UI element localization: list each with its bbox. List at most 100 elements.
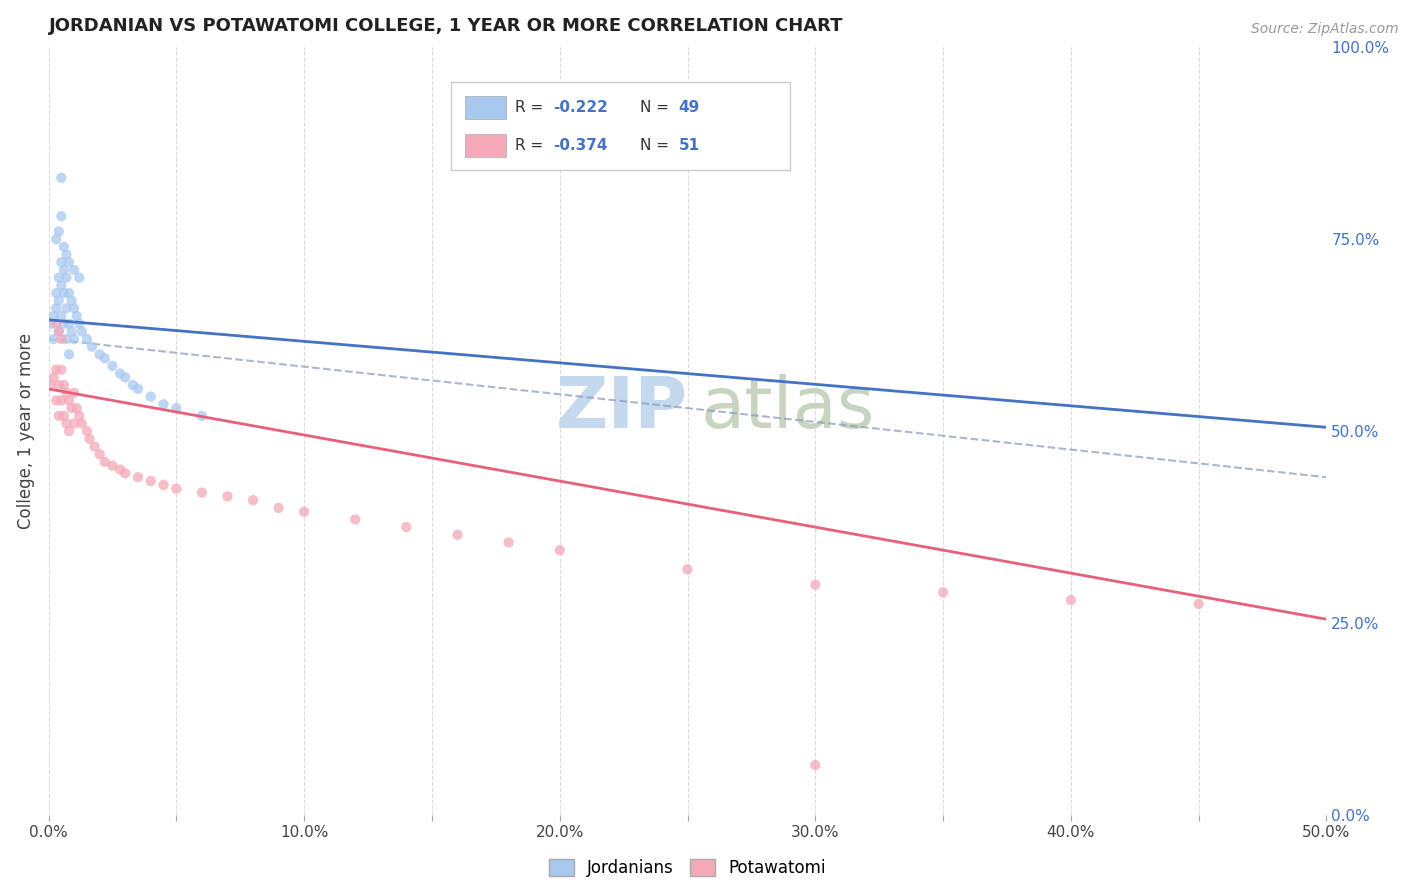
- Point: [55, 270, 77, 285]
- Point: [39, 378, 62, 392]
- Point: [52, 409, 75, 423]
- Text: -0.222: -0.222: [554, 100, 609, 115]
- Point: [80, 340, 103, 354]
- Y-axis label: College, 1 year or more: College, 1 year or more: [17, 333, 35, 529]
- Text: Source: ZipAtlas.com: Source: ZipAtlas.com: [1251, 22, 1399, 37]
- Point: [48, 324, 70, 338]
- Point: [52, 317, 75, 331]
- Point: [58, 393, 80, 408]
- Point: [76, 332, 98, 346]
- Point: [242, 493, 264, 508]
- Point: [55, 247, 77, 261]
- Point: [67, 409, 90, 423]
- Text: 51: 51: [679, 138, 700, 153]
- Point: [48, 409, 70, 423]
- FancyBboxPatch shape: [451, 82, 790, 170]
- Point: [51, 209, 73, 223]
- Legend: Jordanians, Potawatomi: Jordanians, Potawatomi: [543, 852, 832, 883]
- Point: [114, 467, 136, 481]
- Point: [58, 285, 80, 300]
- Point: [63, 385, 86, 400]
- Point: [152, 397, 174, 411]
- Point: [48, 378, 70, 392]
- Point: [52, 240, 75, 254]
- Point: [45, 393, 67, 408]
- Point: [39, 317, 62, 331]
- Point: [191, 409, 214, 423]
- Point: [52, 263, 75, 277]
- Text: 49: 49: [679, 100, 700, 115]
- FancyBboxPatch shape: [465, 95, 506, 119]
- Point: [79, 432, 101, 446]
- Point: [48, 225, 70, 239]
- Point: [498, 535, 520, 549]
- Point: [55, 301, 77, 316]
- Point: [804, 758, 827, 772]
- Point: [63, 332, 86, 346]
- Point: [55, 332, 77, 346]
- Point: [42, 370, 65, 384]
- Point: [58, 317, 80, 331]
- Point: [51, 255, 73, 269]
- Point: [60, 293, 83, 308]
- Text: JORDANIAN VS POTAWATOMI COLLEGE, 1 YEAR OR MORE CORRELATION CHART: JORDANIAN VS POTAWATOMI COLLEGE, 1 YEAR …: [49, 17, 844, 35]
- Point: [67, 270, 90, 285]
- Point: [114, 370, 136, 384]
- Point: [45, 232, 67, 246]
- Point: [48, 293, 70, 308]
- Point: [45, 285, 67, 300]
- Text: N =: N =: [640, 138, 673, 153]
- Point: [52, 285, 75, 300]
- Text: atlas: atlas: [700, 374, 875, 442]
- Text: -0.374: -0.374: [554, 138, 607, 153]
- Point: [344, 512, 367, 526]
- Point: [70, 324, 93, 338]
- Point: [45, 363, 67, 377]
- Point: [51, 309, 73, 323]
- Point: [55, 417, 77, 431]
- Point: [66, 309, 89, 323]
- Point: [1188, 597, 1211, 611]
- Text: N =: N =: [640, 100, 673, 115]
- Point: [42, 309, 65, 323]
- Point: [89, 347, 111, 361]
- Point: [165, 401, 187, 416]
- Text: R =: R =: [515, 138, 548, 153]
- Point: [63, 301, 86, 316]
- Point: [48, 324, 70, 338]
- Point: [127, 382, 149, 396]
- Point: [48, 270, 70, 285]
- Point: [108, 367, 131, 381]
- Point: [446, 528, 468, 542]
- Point: [51, 393, 73, 408]
- Point: [58, 255, 80, 269]
- Point: [89, 447, 111, 461]
- Point: [63, 263, 86, 277]
- Point: [42, 332, 65, 346]
- Point: [58, 347, 80, 361]
- Point: [108, 462, 131, 476]
- Point: [191, 485, 214, 500]
- Point: [267, 500, 290, 515]
- Point: [94, 351, 117, 366]
- Point: [70, 417, 93, 431]
- FancyBboxPatch shape: [465, 134, 506, 157]
- Point: [45, 301, 67, 316]
- Point: [139, 474, 162, 488]
- Point: [804, 577, 827, 591]
- Point: [51, 278, 73, 293]
- Point: [122, 378, 145, 392]
- Text: R =: R =: [515, 100, 548, 115]
- Point: [1060, 593, 1083, 607]
- Point: [60, 401, 83, 416]
- Point: [52, 378, 75, 392]
- Point: [127, 470, 149, 484]
- Point: [51, 170, 73, 185]
- Point: [165, 482, 187, 496]
- Point: [292, 505, 315, 519]
- Point: [139, 390, 162, 404]
- Point: [932, 585, 955, 599]
- Point: [67, 317, 90, 331]
- Point: [51, 363, 73, 377]
- Point: [217, 490, 239, 504]
